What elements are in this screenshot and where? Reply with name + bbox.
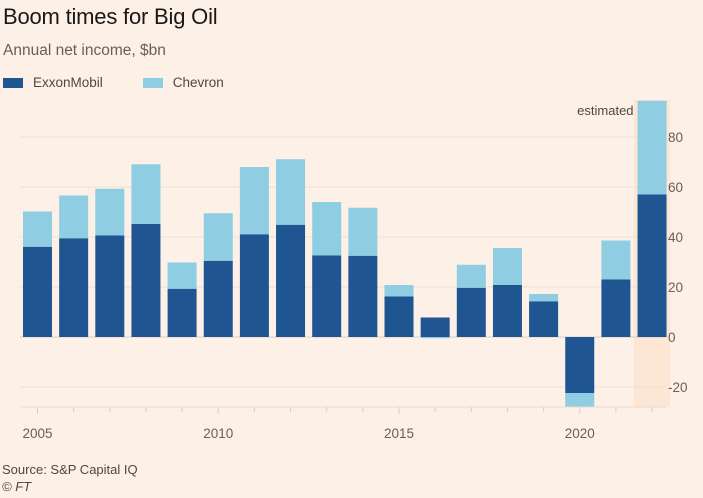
- x-axis: 2005 2010 2015 2020: [20, 406, 666, 441]
- bar-chevron-2017: [456, 264, 486, 288]
- x-tick-label: 2015: [384, 426, 414, 441]
- bar-exxonmobil-2014: [348, 255, 378, 337]
- bar-chevron-2010: [203, 213, 233, 261]
- bar-exxonmobil-2021: [601, 279, 631, 337]
- x-tick-label: 2010: [203, 426, 233, 441]
- bars: [23, 100, 667, 407]
- bar-chevron-2014: [348, 207, 378, 256]
- y-tick-label: -20: [668, 380, 688, 395]
- annotation-estimated: estimated: [577, 103, 633, 118]
- y-tick-label: 40: [668, 230, 683, 245]
- y-tick-label: 60: [668, 180, 683, 195]
- bar-chevron-2020: [565, 393, 595, 407]
- bar-exxonmobil-2013: [312, 255, 342, 337]
- bar-exxonmobil-2008: [131, 224, 161, 337]
- y-tick-label: 0: [668, 330, 676, 345]
- bar-exxonmobil-2005: [23, 246, 52, 337]
- legend-swatch-exxonmobil: [3, 77, 23, 88]
- bar-exxonmobil-2016: [420, 317, 450, 337]
- bar-chevron-2011: [239, 167, 269, 235]
- legend-label-chevron: Chevron: [172, 75, 224, 90]
- bar-exxonmobil-2022: [637, 194, 667, 337]
- legend-swatch-chevron: [142, 77, 163, 88]
- bar-chevron-2015: [384, 285, 414, 297]
- legend-item-chevron: Chevron: [142, 75, 224, 90]
- bar-chevron-2012: [276, 159, 306, 225]
- bar-chevron-2008: [131, 164, 161, 224]
- bar-exxonmobil-2015: [384, 296, 414, 337]
- bar-chevron-2022: [637, 100, 667, 195]
- bar-exxonmobil-2020: [565, 337, 595, 393]
- bar-exxonmobil-2011: [239, 234, 269, 337]
- bar-chevron-2018: [492, 248, 522, 285]
- legend-label-exxonmobil: ExxonMobil: [33, 75, 103, 90]
- x-tick-label: 2005: [22, 426, 52, 441]
- legend-item-exxonmobil: ExxonMobil: [3, 75, 103, 90]
- bar-chevron-2009: [167, 262, 197, 289]
- bar-exxonmobil-2006: [59, 238, 89, 337]
- y-tick-label: 80: [668, 130, 683, 145]
- bar-exxonmobil-2010: [203, 260, 233, 337]
- chart-subtitle: Annual net income, $bn: [3, 42, 166, 59]
- bar-chevron-2016: [420, 337, 450, 339]
- bar-chevron-2021: [601, 240, 631, 280]
- y-axis: -20 0 20 40 60 80: [668, 130, 688, 395]
- bar-exxonmobil-2012: [276, 224, 306, 337]
- bar-exxonmobil-2019: [529, 301, 559, 337]
- chart-title: Boom times for Big Oil: [3, 4, 218, 29]
- bar-chevron-2006: [59, 195, 89, 239]
- y-tick-label: 20: [668, 280, 683, 295]
- bar-chevron-2013: [312, 202, 342, 256]
- source-note: Source: S&P Capital IQ: [2, 462, 138, 477]
- bar-chevron-2007: [95, 188, 125, 236]
- legend: ExxonMobil Chevron: [3, 75, 264, 90]
- bar-chevron-2019: [529, 294, 559, 302]
- bar-exxonmobil-2009: [167, 288, 197, 337]
- bar-exxonmobil-2007: [95, 235, 125, 337]
- bar-chevron-2005: [23, 211, 52, 247]
- x-tick-label: 2020: [565, 426, 595, 441]
- bar-exxonmobil-2017: [456, 287, 486, 337]
- copyright-note: © FT: [2, 479, 32, 494]
- annotations: estimated: [577, 103, 633, 118]
- gridlines: [20, 136, 666, 388]
- bar-exxonmobil-2018: [492, 285, 522, 337]
